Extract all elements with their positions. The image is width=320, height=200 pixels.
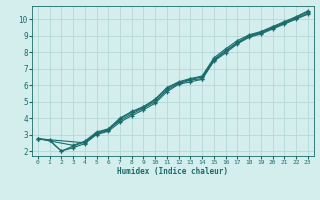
X-axis label: Humidex (Indice chaleur): Humidex (Indice chaleur) [117,167,228,176]
